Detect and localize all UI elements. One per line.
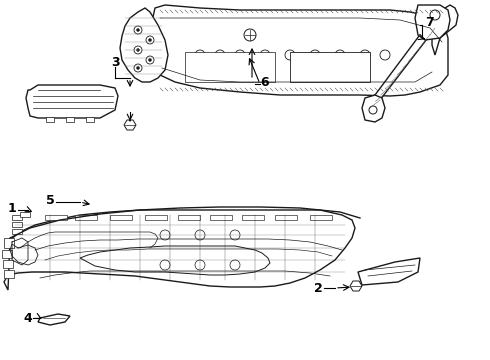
Bar bbox=[185, 52, 275, 82]
Polygon shape bbox=[362, 95, 385, 122]
Text: 4: 4 bbox=[24, 311, 32, 324]
Polygon shape bbox=[86, 117, 94, 122]
Polygon shape bbox=[358, 258, 420, 285]
Circle shape bbox=[134, 46, 142, 54]
Polygon shape bbox=[66, 117, 74, 122]
Circle shape bbox=[134, 26, 142, 34]
Circle shape bbox=[148, 39, 151, 41]
Polygon shape bbox=[46, 117, 54, 122]
Polygon shape bbox=[368, 23, 435, 108]
Circle shape bbox=[260, 50, 270, 60]
Circle shape bbox=[369, 106, 377, 114]
Circle shape bbox=[137, 49, 140, 51]
Circle shape bbox=[235, 50, 245, 60]
Polygon shape bbox=[275, 215, 297, 220]
Circle shape bbox=[195, 230, 205, 240]
Text: 6: 6 bbox=[261, 76, 270, 89]
Circle shape bbox=[148, 59, 151, 62]
Polygon shape bbox=[110, 215, 132, 220]
Circle shape bbox=[230, 230, 240, 240]
Polygon shape bbox=[210, 215, 232, 220]
Circle shape bbox=[134, 64, 142, 72]
Circle shape bbox=[195, 260, 205, 270]
Polygon shape bbox=[415, 5, 450, 40]
Polygon shape bbox=[45, 215, 67, 220]
Circle shape bbox=[360, 50, 370, 60]
Circle shape bbox=[160, 260, 170, 270]
Bar bbox=[12, 229, 22, 234]
Circle shape bbox=[230, 260, 240, 270]
Polygon shape bbox=[26, 85, 118, 118]
Bar bbox=[12, 215, 22, 220]
Circle shape bbox=[160, 230, 170, 240]
Circle shape bbox=[310, 50, 320, 60]
Polygon shape bbox=[242, 215, 264, 220]
Circle shape bbox=[146, 36, 154, 44]
Circle shape bbox=[146, 56, 154, 64]
Circle shape bbox=[137, 67, 140, 69]
Circle shape bbox=[244, 29, 256, 41]
Circle shape bbox=[430, 10, 440, 20]
Polygon shape bbox=[120, 8, 168, 82]
Circle shape bbox=[195, 50, 205, 60]
Circle shape bbox=[335, 50, 345, 60]
Text: 3: 3 bbox=[111, 55, 119, 68]
Polygon shape bbox=[75, 215, 97, 220]
Text: 7: 7 bbox=[426, 15, 434, 28]
Bar bbox=[3, 260, 13, 268]
Polygon shape bbox=[432, 5, 458, 55]
Polygon shape bbox=[145, 215, 167, 220]
Polygon shape bbox=[350, 281, 362, 291]
Circle shape bbox=[215, 50, 225, 60]
Text: 5: 5 bbox=[46, 194, 54, 207]
Circle shape bbox=[285, 50, 295, 60]
Bar bbox=[12, 222, 22, 227]
Text: 2: 2 bbox=[314, 282, 322, 294]
Polygon shape bbox=[178, 215, 200, 220]
Bar bbox=[4, 238, 14, 248]
Polygon shape bbox=[80, 246, 270, 275]
Polygon shape bbox=[310, 215, 332, 220]
Circle shape bbox=[137, 28, 140, 32]
Polygon shape bbox=[124, 120, 136, 130]
Circle shape bbox=[380, 50, 390, 60]
Bar bbox=[4, 270, 14, 278]
Polygon shape bbox=[38, 314, 70, 325]
Bar bbox=[290, 52, 370, 82]
Text: 1: 1 bbox=[8, 202, 16, 215]
Polygon shape bbox=[4, 210, 355, 290]
Bar bbox=[20, 212, 30, 217]
Polygon shape bbox=[145, 5, 448, 96]
Bar bbox=[2, 250, 12, 258]
